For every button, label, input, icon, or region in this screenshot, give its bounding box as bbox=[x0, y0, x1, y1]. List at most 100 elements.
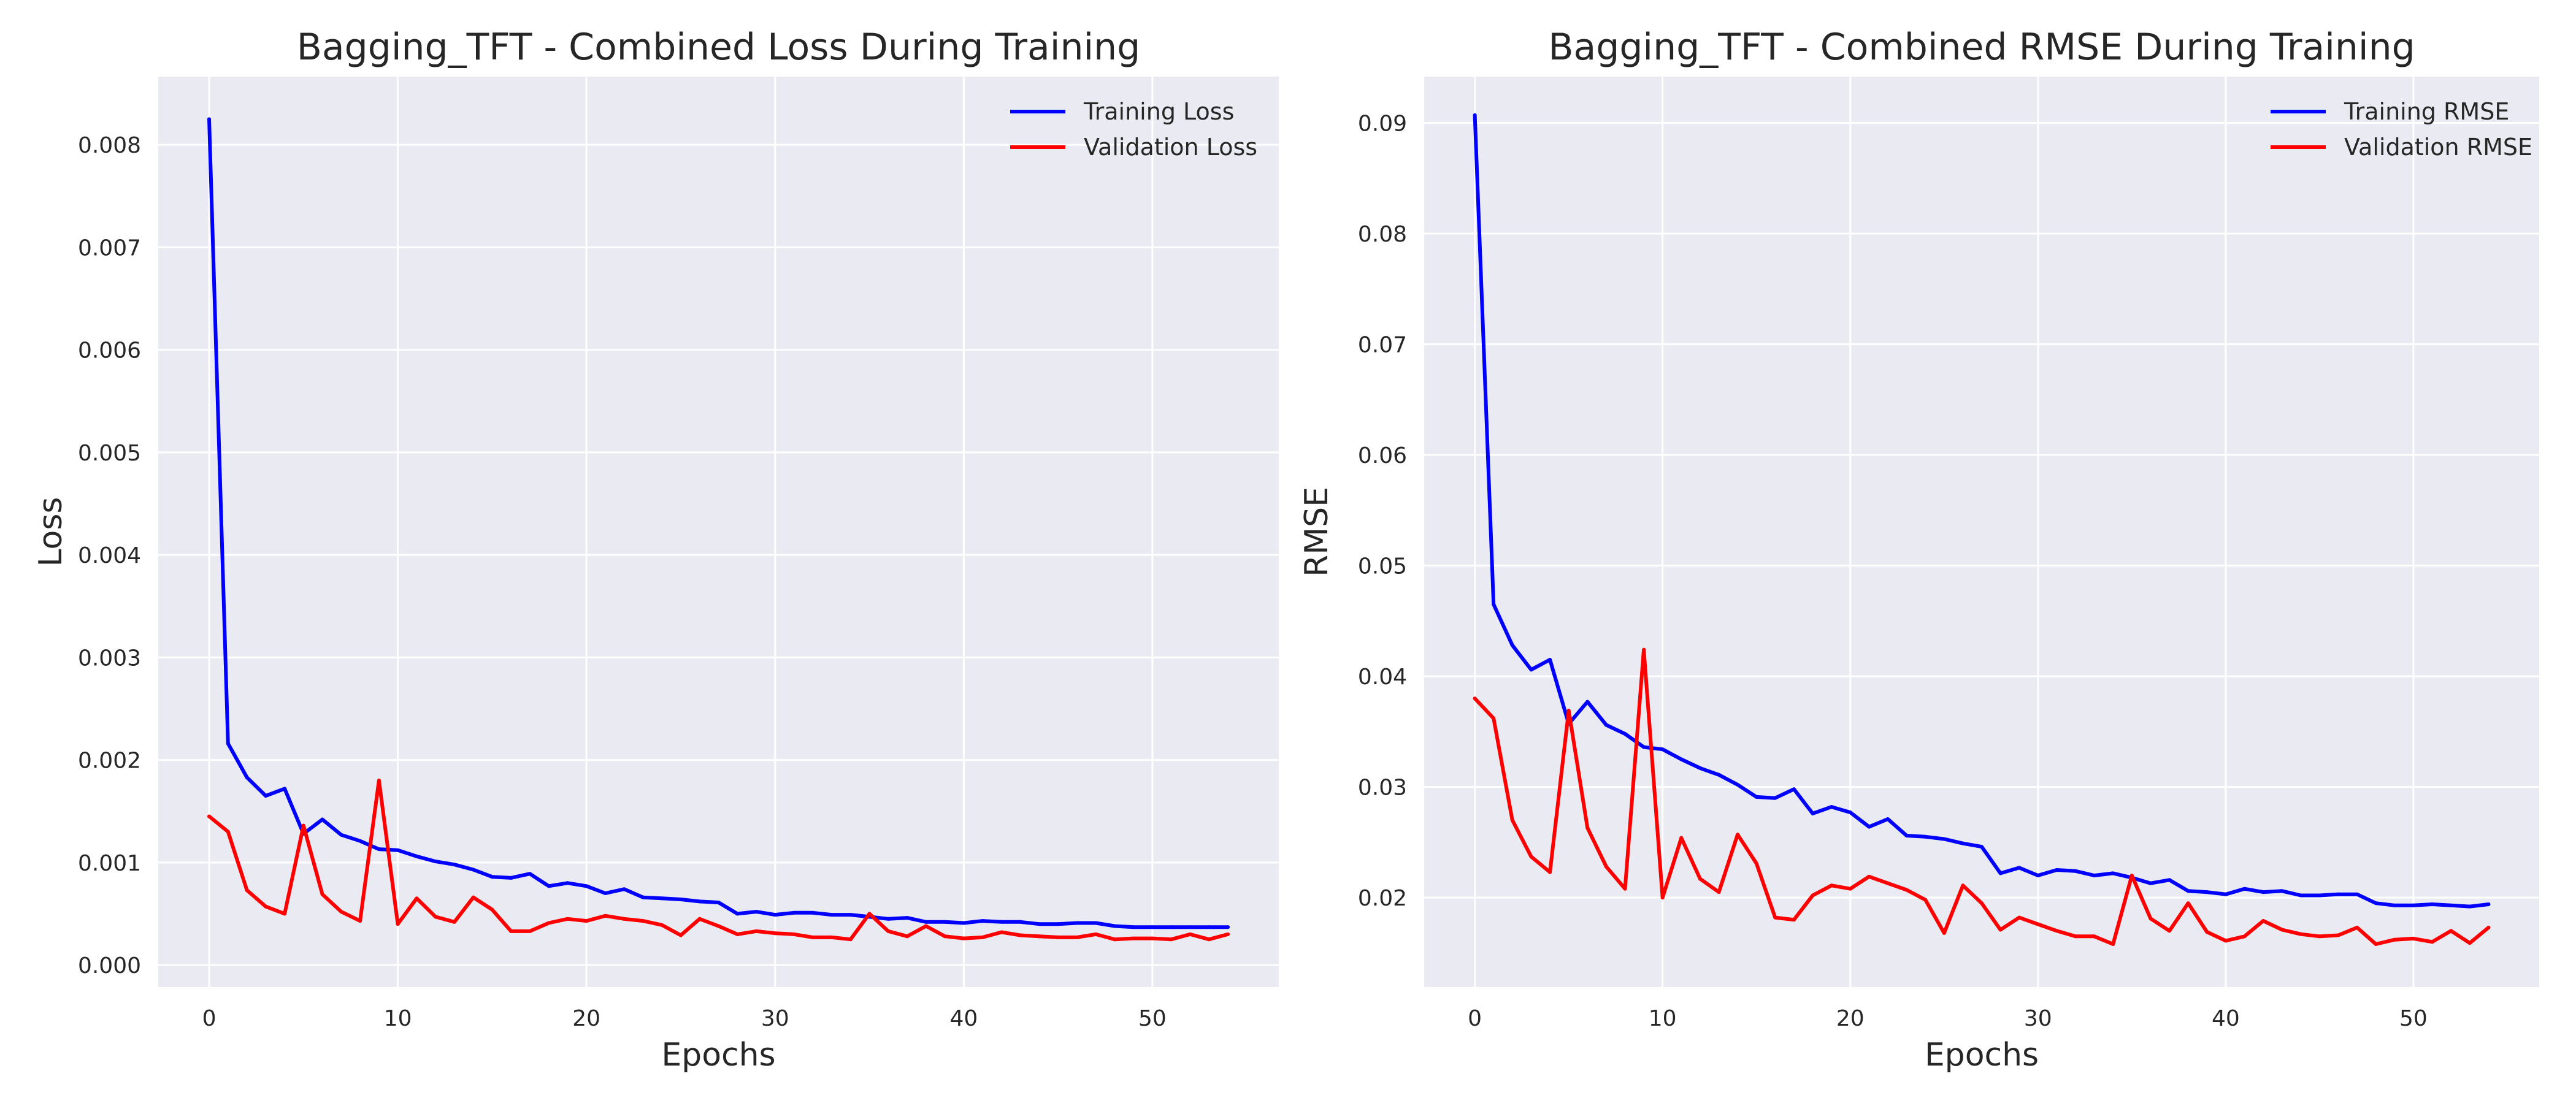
data-point bbox=[2336, 892, 2340, 896]
data-point bbox=[358, 839, 362, 843]
data-point bbox=[1736, 783, 1740, 787]
y-tick-label: 0.001 bbox=[78, 851, 141, 876]
data-point bbox=[1548, 658, 1552, 662]
data-point bbox=[490, 875, 494, 879]
data-point bbox=[1830, 805, 1834, 809]
data-point bbox=[1867, 874, 1871, 879]
data-point bbox=[754, 910, 759, 914]
data-point bbox=[735, 912, 740, 916]
data-point bbox=[1492, 602, 1496, 606]
data-point bbox=[2149, 881, 2153, 885]
data-point bbox=[2223, 892, 2228, 896]
data-point bbox=[471, 895, 475, 899]
data-point bbox=[339, 833, 343, 837]
data-point bbox=[2317, 893, 2321, 898]
data-point bbox=[1529, 855, 1533, 859]
data-point bbox=[622, 887, 626, 891]
data-point bbox=[2261, 919, 2266, 923]
data-point bbox=[2092, 934, 2096, 939]
data-point bbox=[848, 913, 853, 917]
data-point bbox=[962, 936, 966, 940]
x-tick-label: 30 bbox=[2024, 1006, 2052, 1031]
data-point bbox=[830, 935, 834, 939]
data-point bbox=[1529, 668, 1533, 672]
data-point bbox=[1980, 901, 1984, 906]
data-point bbox=[1754, 861, 1758, 866]
data-point bbox=[320, 892, 324, 896]
data-point bbox=[226, 741, 230, 746]
data-point bbox=[716, 901, 721, 905]
data-point bbox=[527, 929, 532, 933]
data-point bbox=[1698, 877, 1702, 881]
data-point bbox=[1811, 811, 1815, 815]
data-point bbox=[527, 872, 532, 876]
data-point bbox=[2299, 932, 2303, 936]
chart-panel-2: 0.02 0.03 0.04 0.05 0.06 0.07 0.08 0.09 0 10 20 30 4… bbox=[1298, 26, 2539, 1074]
data-point bbox=[1998, 871, 2003, 875]
data-point bbox=[207, 814, 212, 818]
x-tick-label: 10 bbox=[384, 1006, 412, 1031]
data-point bbox=[245, 888, 249, 892]
data-point bbox=[2036, 922, 2040, 926]
data-point bbox=[301, 823, 305, 828]
data-point bbox=[1679, 836, 1684, 840]
data-point bbox=[848, 937, 853, 942]
data-point bbox=[1018, 933, 1022, 937]
data-point bbox=[867, 912, 872, 916]
data-point bbox=[641, 919, 645, 923]
data-point bbox=[1132, 936, 1136, 940]
data-point bbox=[603, 891, 607, 895]
data-point bbox=[2467, 904, 2472, 909]
data-point bbox=[1604, 723, 1608, 727]
data-point bbox=[1698, 766, 1702, 770]
data-point bbox=[1132, 925, 1136, 929]
y-tick-label: 0.07 bbox=[1358, 333, 1407, 358]
data-point bbox=[1773, 796, 1777, 800]
data-point bbox=[678, 933, 683, 937]
data-point bbox=[1830, 883, 1834, 888]
data-point bbox=[943, 920, 947, 924]
plot-area bbox=[1424, 77, 2539, 987]
data-point bbox=[1942, 837, 1946, 841]
data-point bbox=[2317, 934, 2321, 939]
data-point bbox=[905, 916, 910, 920]
data-point bbox=[1510, 818, 1514, 822]
data-point bbox=[1717, 890, 1721, 894]
data-point bbox=[1113, 924, 1117, 928]
data-point bbox=[1904, 834, 1909, 838]
data-point bbox=[452, 863, 456, 867]
data-point bbox=[2411, 936, 2415, 940]
data-point bbox=[1736, 833, 1740, 837]
data-point bbox=[2205, 930, 2209, 934]
y-tick-label: 0.005 bbox=[78, 441, 141, 466]
data-point bbox=[754, 929, 759, 933]
data-point bbox=[565, 881, 570, 885]
data-point bbox=[1623, 887, 1627, 891]
data-point bbox=[1642, 745, 1646, 749]
data-point bbox=[1150, 925, 1154, 929]
data-point bbox=[1792, 787, 1796, 791]
data-point bbox=[1113, 937, 1117, 942]
data-point bbox=[1056, 935, 1060, 939]
data-point bbox=[2055, 868, 2059, 872]
data-point bbox=[2336, 933, 2340, 937]
data-point bbox=[2055, 929, 2059, 933]
data-point bbox=[1811, 893, 1815, 898]
data-point bbox=[1188, 932, 1192, 936]
data-point bbox=[1961, 883, 1965, 888]
data-point bbox=[735, 932, 740, 936]
data-point bbox=[1961, 841, 1965, 845]
data-point bbox=[999, 920, 1003, 924]
y-tick-label: 0.006 bbox=[78, 338, 141, 364]
data-point bbox=[1473, 113, 1477, 117]
data-point bbox=[1848, 887, 1852, 891]
data-point bbox=[1980, 845, 1984, 849]
data-point bbox=[2129, 874, 2134, 878]
data-point bbox=[1885, 881, 1890, 885]
data-point bbox=[434, 915, 438, 919]
legend: Training Loss Validation Loss bbox=[1010, 98, 1257, 161]
data-point bbox=[1717, 772, 1721, 777]
data-point bbox=[396, 848, 400, 852]
data-point bbox=[1492, 716, 1496, 720]
data-point bbox=[2017, 915, 2022, 920]
